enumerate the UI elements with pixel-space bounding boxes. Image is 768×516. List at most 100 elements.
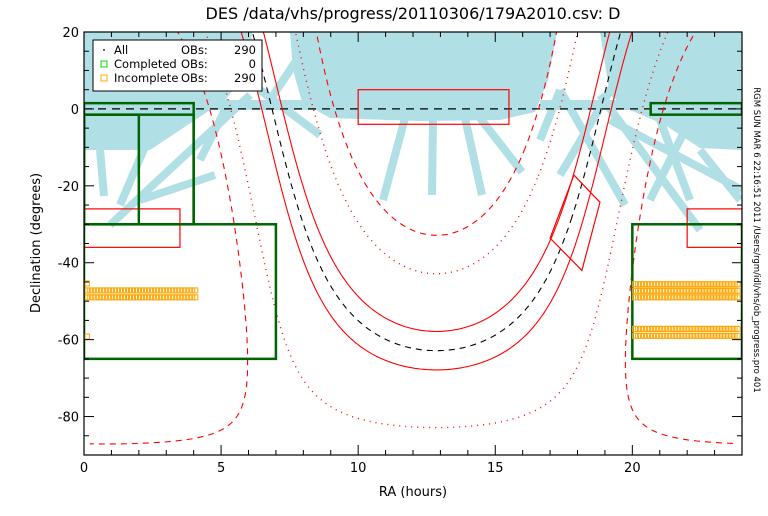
incomplete-ob-marker bbox=[647, 281, 654, 288]
incomplete-ob-marker bbox=[659, 287, 666, 294]
incomplete-ob-marker bbox=[698, 281, 705, 288]
incomplete-ob-marker bbox=[165, 294, 172, 301]
incomplete-ob-marker bbox=[686, 332, 693, 339]
incomplete-ob-marker bbox=[644, 287, 651, 294]
incomplete-ob-marker bbox=[168, 294, 175, 301]
incomplete-ob-marker bbox=[671, 332, 678, 339]
side-note: RGM SUN MAR 6 22:16:51 2011 /Users/rgm/i… bbox=[751, 87, 761, 392]
incomplete-ob-marker bbox=[641, 294, 648, 301]
incomplete-ob-marker bbox=[656, 287, 663, 294]
galactic-latitude-b5 bbox=[262, 32, 611, 333]
incomplete-ob-marker bbox=[177, 287, 184, 294]
incomplete-ob-marker bbox=[728, 325, 735, 332]
incomplete-ob-marker bbox=[668, 281, 675, 288]
incomplete-ob-marker bbox=[716, 325, 723, 332]
incomplete-ob-marker bbox=[671, 287, 678, 294]
axis-ticks: 0 5 10 15 20 20 0 -20 -40 -60 -80 bbox=[58, 26, 743, 476]
incomplete-ob-marker bbox=[698, 332, 705, 339]
incomplete-ob-marker bbox=[659, 332, 666, 339]
incomplete-ob-marker bbox=[107, 287, 114, 294]
x-tick-label: 5 bbox=[217, 461, 225, 476]
incomplete-ob-marker bbox=[725, 281, 732, 288]
incomplete-ob-marker bbox=[177, 294, 184, 301]
incomplete-ob-marker bbox=[722, 332, 729, 339]
incomplete-ob-marker bbox=[659, 281, 666, 288]
incomplete-ob-marker bbox=[92, 294, 99, 301]
legend-incomplete-obs: OBs: bbox=[181, 71, 208, 85]
y-tick-label: 20 bbox=[62, 26, 79, 41]
legend-incomplete-count: 290 bbox=[234, 71, 256, 85]
incomplete-ob-marker bbox=[665, 281, 672, 288]
incomplete-ob-marker bbox=[662, 287, 669, 294]
incomplete-ob-marker bbox=[710, 325, 717, 332]
incomplete-ob-marker bbox=[719, 281, 726, 288]
legend-incomplete-label: Incomplete bbox=[114, 71, 178, 85]
incomplete-ob-marker bbox=[141, 294, 148, 301]
incomplete-ob-marker bbox=[734, 281, 741, 288]
incomplete-ob-marker bbox=[722, 287, 729, 294]
incomplete-ob-marker bbox=[701, 287, 708, 294]
incomplete-ob-marker bbox=[731, 325, 738, 332]
incomplete-ob-marker bbox=[131, 294, 138, 301]
incomplete-ob-marker bbox=[677, 281, 684, 288]
incomplete-ob-marker bbox=[728, 332, 735, 339]
x-axis-label: RA (hours) bbox=[379, 485, 447, 500]
incomplete-ob-marker bbox=[638, 287, 645, 294]
incomplete-ob-marker bbox=[101, 287, 108, 294]
incomplete-ob-marker bbox=[156, 287, 163, 294]
incomplete-ob-marker bbox=[638, 332, 645, 339]
incomplete-ob-marker bbox=[647, 294, 654, 301]
overlays bbox=[84, 32, 742, 445]
incomplete-ob-marker bbox=[641, 325, 648, 332]
coverage-strip bbox=[476, 115, 526, 175]
coverage-strip bbox=[138, 171, 217, 204]
incomplete-ob-marker bbox=[701, 332, 708, 339]
incomplete-ob-marker bbox=[698, 287, 705, 294]
incomplete-ob-marker bbox=[704, 287, 711, 294]
coverage-strip bbox=[266, 37, 314, 103]
incomplete-ob-marker bbox=[122, 294, 129, 301]
incomplete-ob-marker bbox=[731, 281, 738, 288]
incomplete-ob-marker bbox=[635, 281, 642, 288]
coverage-strip bbox=[646, 58, 724, 202]
incomplete-ob-marker bbox=[704, 281, 711, 288]
incomplete-ob-marker bbox=[656, 281, 663, 288]
incomplete-ob-marker bbox=[174, 287, 181, 294]
legend-incomplete-marker bbox=[100, 74, 108, 82]
legend-all-count: 290 bbox=[234, 43, 256, 57]
incomplete-ob-marker bbox=[692, 332, 699, 339]
incomplete-ob-marker bbox=[674, 294, 681, 301]
coverage-footprint bbox=[290, 32, 557, 121]
incomplete-ob-marker bbox=[653, 294, 660, 301]
incomplete-ob-marker bbox=[104, 287, 111, 294]
incomplete-ob-marker bbox=[159, 294, 166, 301]
incomplete-ob-marker bbox=[716, 281, 723, 288]
incomplete-ob-marker bbox=[731, 332, 738, 339]
galactic-latitude-b-5 bbox=[240, 32, 633, 371]
incomplete-ob-marker bbox=[710, 294, 717, 301]
incomplete-ob-marker bbox=[650, 332, 657, 339]
incomplete-ob-marker bbox=[725, 287, 732, 294]
coverage-strip bbox=[608, 116, 742, 194]
x-tick-label: 15 bbox=[487, 461, 504, 476]
y-tick-label: -40 bbox=[58, 257, 79, 272]
incomplete-ob-marker bbox=[719, 294, 726, 301]
incomplete-ob-marker bbox=[683, 332, 690, 339]
incomplete-ob-marker bbox=[189, 287, 196, 294]
incomplete-ob-marker bbox=[638, 325, 645, 332]
incomplete-ob-marker bbox=[128, 294, 135, 301]
legend-all-obs: OBs: bbox=[181, 43, 208, 57]
incomplete-ob-marker bbox=[101, 294, 108, 301]
incomplete-ob-marker bbox=[686, 325, 693, 332]
incomplete-ob-marker bbox=[701, 294, 708, 301]
incomplete-ob-marker bbox=[689, 287, 696, 294]
legend-box bbox=[92, 39, 263, 92]
incomplete-ob-marker bbox=[180, 294, 187, 301]
incomplete-ob-marker bbox=[138, 287, 145, 294]
incomplete-ob-marker bbox=[707, 325, 714, 332]
incomplete-ob-marker bbox=[641, 281, 648, 288]
incomplete-ob-marker bbox=[641, 332, 648, 339]
incomplete-ob-marker bbox=[119, 287, 126, 294]
incomplete-ob-marker bbox=[716, 287, 723, 294]
incomplete-ob-marker bbox=[113, 287, 120, 294]
